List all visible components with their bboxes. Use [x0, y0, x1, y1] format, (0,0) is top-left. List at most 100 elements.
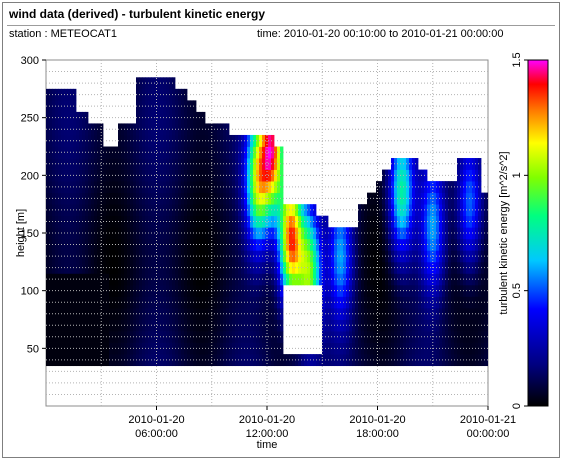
heat-cell [88, 319, 92, 332]
heat-cell [241, 261, 245, 274]
heat-cell [421, 227, 425, 240]
heat-cell [196, 204, 200, 217]
heat-cell [220, 319, 224, 332]
heat-cell [145, 307, 149, 320]
heat-cell [259, 273, 263, 286]
heat-cell [382, 261, 386, 274]
heat-cell [139, 111, 143, 124]
heat-cell [136, 111, 140, 124]
heat-cell [292, 227, 296, 240]
heat-cell [376, 250, 380, 263]
heat-cell [277, 307, 281, 320]
heat-cell [316, 227, 320, 240]
heat-cell [85, 123, 89, 136]
heat-cell [94, 284, 98, 297]
heat-cell [400, 284, 404, 297]
heat-cell [79, 169, 83, 182]
heat-cell [199, 307, 203, 320]
heat-cell [349, 250, 353, 263]
heat-cell [79, 123, 83, 136]
heat-cell [202, 169, 206, 182]
heat-cell [238, 250, 242, 263]
heat-cell [454, 354, 458, 367]
heat-cell [157, 181, 161, 194]
heat-cell [454, 319, 458, 332]
heat-cell [151, 331, 155, 343]
heat-cell [46, 331, 50, 343]
heat-cell [208, 250, 212, 263]
heat-cell [262, 319, 266, 332]
heat-cell [250, 319, 254, 332]
heat-cell [277, 273, 281, 286]
heat-cell [280, 250, 284, 263]
heat-cell [154, 169, 158, 182]
heat-cell [85, 192, 89, 205]
heat-cell [181, 319, 185, 332]
heat-cell [430, 215, 434, 228]
heat-cell [241, 146, 245, 159]
heat-cell [79, 158, 83, 170]
heat-cell [157, 273, 161, 286]
heat-cell [268, 238, 272, 251]
heat-cell [169, 192, 173, 205]
heat-cell [460, 284, 464, 297]
heat-cell [103, 215, 107, 228]
heat-cell [100, 250, 104, 263]
heat-cell [148, 100, 152, 113]
heat-cell [184, 123, 188, 136]
heat-cell [457, 319, 461, 332]
heat-cell [142, 100, 146, 113]
heat-cell [361, 273, 365, 286]
heat-cell [106, 238, 110, 251]
heat-cell [340, 319, 344, 332]
heat-cell [196, 192, 200, 205]
heat-cell [190, 284, 194, 297]
heat-cell [82, 273, 86, 286]
heat-cell [61, 261, 65, 274]
heat-cell [157, 134, 161, 147]
heat-cell [91, 307, 95, 320]
heat-cell [67, 284, 71, 297]
heat-cell [193, 100, 197, 113]
heat-cell [328, 307, 332, 320]
heat-cell [58, 100, 62, 113]
heat-cell [154, 331, 158, 343]
heat-cell [277, 181, 281, 194]
heat-cell [253, 273, 257, 286]
heat-cell [418, 284, 422, 297]
heat-cell [103, 296, 107, 309]
heat-cell [46, 250, 50, 263]
heat-cell [295, 261, 299, 274]
heat-cell [262, 342, 266, 355]
colorbar-tick-label: 0.5 [511, 283, 523, 298]
heat-cell [127, 158, 131, 170]
heat-cell [415, 181, 419, 194]
heat-cell [229, 250, 233, 263]
heat-cell [52, 158, 56, 170]
heat-cell [481, 319, 485, 332]
heat-cell [295, 215, 299, 228]
heat-cell [289, 215, 293, 228]
heat-cell [199, 342, 203, 355]
heat-cell [355, 273, 359, 286]
heat-cell [235, 134, 239, 147]
heat-cell [193, 342, 197, 355]
heat-cell [451, 273, 455, 286]
heat-cell [67, 261, 71, 274]
heat-cell [430, 250, 434, 263]
heat-cell [364, 250, 368, 263]
heat-cell [208, 169, 212, 182]
heat-cell [181, 227, 185, 240]
heat-cell [298, 354, 302, 367]
heat-cell [367, 319, 371, 332]
heat-cell [445, 354, 449, 367]
heat-cell [244, 331, 248, 343]
heat-cell [412, 204, 416, 217]
heat-cell [325, 307, 329, 320]
heat-cell [181, 342, 185, 355]
heat-cell [220, 169, 224, 182]
heat-cell [118, 123, 122, 136]
heat-cell [61, 331, 65, 343]
heat-cell [484, 250, 488, 263]
heat-cell [130, 331, 134, 343]
